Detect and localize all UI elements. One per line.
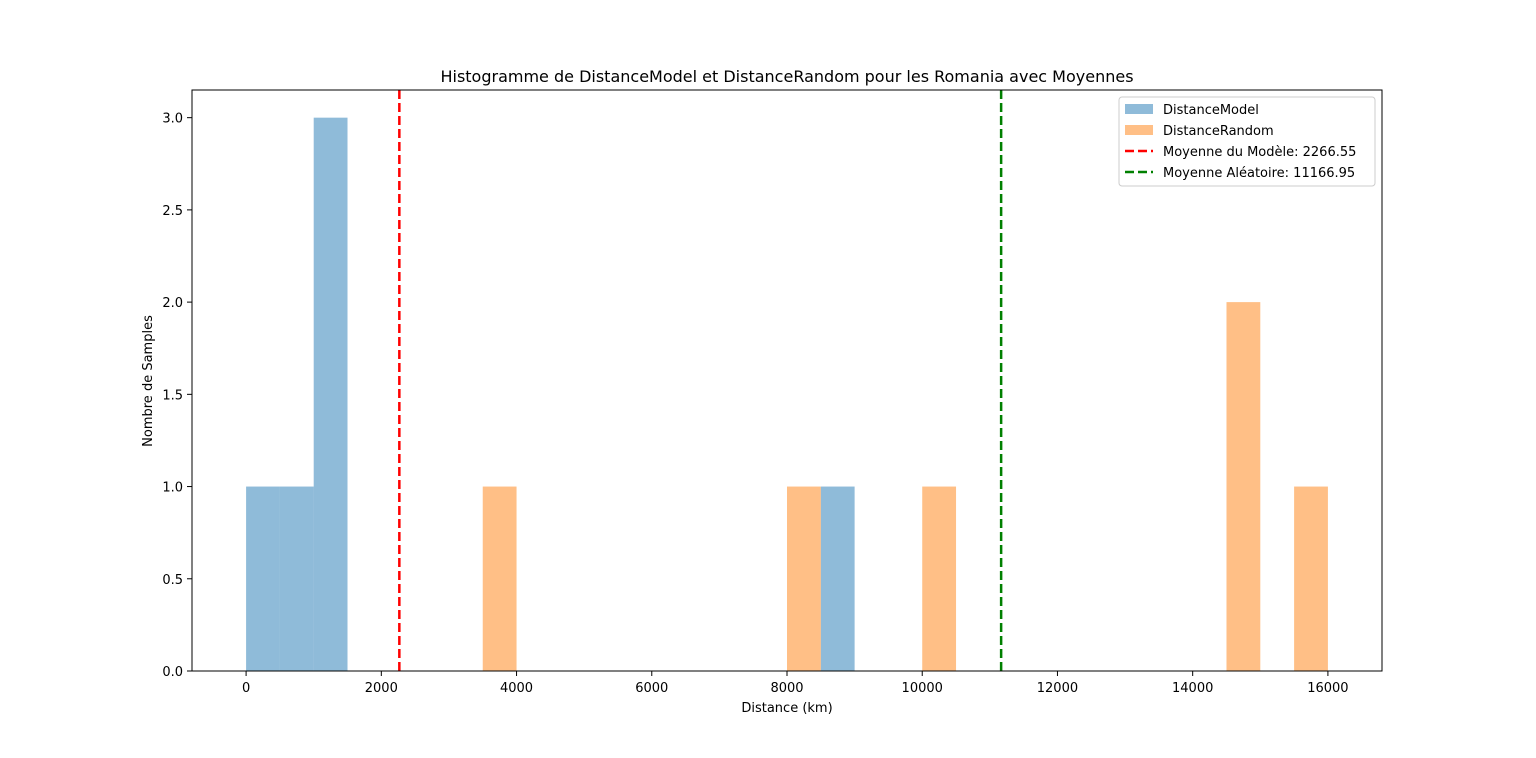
histogram-bar <box>1226 302 1261 671</box>
histogram-bar <box>482 486 517 671</box>
histogram-bar <box>820 486 855 671</box>
histogram-bar <box>313 117 348 671</box>
legend-label: DistanceRandom <box>1163 124 1274 139</box>
x-tick-label: 0 <box>242 681 250 696</box>
histogram-bar <box>922 486 957 671</box>
legend-label: Moyenne du Modèle: 2266.55 <box>1163 145 1356 160</box>
y-tick-label: 0.5 <box>162 573 183 588</box>
reference-lines-layer <box>398 90 1003 671</box>
x-axis-label: Distance (km) <box>741 701 832 716</box>
chart-title: Histogramme de DistanceModel et Distance… <box>440 67 1133 86</box>
histogram-bar <box>1294 486 1328 671</box>
legend-swatch <box>1125 125 1153 135</box>
x-tick-label: 2000 <box>365 681 398 696</box>
bars-layer <box>246 117 1328 671</box>
histogram-bar <box>246 486 280 671</box>
legend-swatch <box>1125 104 1153 114</box>
legend-label: DistanceModel <box>1163 103 1259 118</box>
y-axis-label: Nombre de Samples <box>141 315 156 447</box>
legend-label: Moyenne Aléatoire: 11166.95 <box>1163 166 1355 181</box>
y-tick-label: 3.0 <box>162 112 183 127</box>
x-tick-label: 4000 <box>500 681 533 696</box>
histogram-bar <box>279 486 314 671</box>
y-tick-label: 0.0 <box>162 665 183 680</box>
x-tick-label: 16000 <box>1307 681 1348 696</box>
y-tick-label: 1.5 <box>162 388 183 403</box>
y-tick-label: 2.5 <box>162 204 183 219</box>
histogram-bar <box>787 486 821 671</box>
x-tick-label: 12000 <box>1037 681 1078 696</box>
x-tick-label: 14000 <box>1172 681 1213 696</box>
axes-layer: 0 2000 4000 6000 8000 10000 12000 14000 16000 0.0… <box>162 89 1383 696</box>
x-tick-label: 8000 <box>770 681 803 696</box>
x-tick-label: 10000 <box>902 681 943 696</box>
y-tick-label: 2.0 <box>162 296 183 311</box>
x-tick-label: 6000 <box>635 681 668 696</box>
legend-box <box>1118 96 1376 187</box>
y-tick-label: 1.0 <box>162 481 183 496</box>
legend: DistanceModel DistanceRandom Moyenne du Mo… <box>1118 96 1376 187</box>
